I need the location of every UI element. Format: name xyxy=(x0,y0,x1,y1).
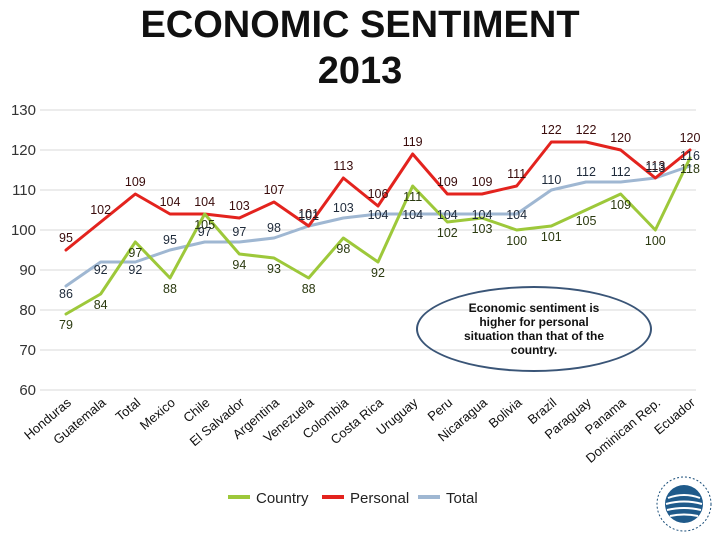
globe-logo-icon xyxy=(654,474,714,534)
y-tick-label: 60 xyxy=(19,382,36,399)
data-label-total: 104 xyxy=(472,208,493,222)
data-label-personal: 103 xyxy=(229,199,250,213)
series-line-personal xyxy=(64,140,692,252)
data-label-personal: 104 xyxy=(160,195,181,209)
y-tick-label: 80 xyxy=(19,302,36,319)
data-label-personal: 122 xyxy=(576,123,597,137)
data-label-total: 104 xyxy=(437,208,458,222)
y-tick-label: 70 xyxy=(19,342,36,359)
data-label-total: 95 xyxy=(163,233,177,247)
data-label-total: 104 xyxy=(368,208,389,222)
data-label-country: 109 xyxy=(610,198,631,212)
data-label-total: 97 xyxy=(198,225,212,239)
series-line-total xyxy=(64,164,692,288)
data-label-personal: 95 xyxy=(59,231,73,245)
data-label-country: 84 xyxy=(94,298,108,312)
data-label-country: 88 xyxy=(163,282,177,296)
series-line-country xyxy=(64,156,692,316)
data-label-country: 97 xyxy=(128,246,142,260)
chart-title-line1: ECONOMIC SENTIMENT xyxy=(140,4,580,46)
data-label-country: 98 xyxy=(336,242,350,256)
y-tick-label: 90 xyxy=(19,262,36,279)
data-label-personal: 111 xyxy=(507,167,526,181)
data-label-personal: 120 xyxy=(610,131,631,145)
data-label-personal: 122 xyxy=(541,123,562,137)
y-tick-label: 110 xyxy=(12,182,36,199)
legend-label-total: Total xyxy=(446,490,478,507)
annotation-text: Economic sentiment is higher for persona… xyxy=(464,301,604,357)
data-label-total: 86 xyxy=(59,287,73,301)
legend-label-personal: Personal xyxy=(350,490,409,507)
data-label-personal: 119 xyxy=(403,135,423,149)
data-label-country: 105 xyxy=(194,218,215,232)
data-label-country: 92 xyxy=(371,266,385,280)
data-label-personal: 109 xyxy=(472,175,493,189)
data-label-country: 100 xyxy=(506,234,527,248)
y-tick-label: 100 xyxy=(11,222,36,239)
data-label-country: 103 xyxy=(472,222,493,236)
y-tick-label: 120 xyxy=(11,142,36,159)
data-label-country: 111 xyxy=(403,190,422,204)
annotation-callout: Economic sentiment is higher for persona… xyxy=(416,286,652,372)
data-label-total: 110 xyxy=(541,173,561,187)
data-label-total: 112 xyxy=(576,165,596,179)
data-label-country: 93 xyxy=(267,262,281,276)
data-label-personal: 120 xyxy=(680,131,701,145)
data-label-total: 101 xyxy=(298,209,319,223)
data-label-total: 92 xyxy=(128,263,142,277)
x-tick-label: Bolivia xyxy=(486,394,526,431)
data-label-country: 102 xyxy=(437,226,458,240)
chart-title-line2: 2013 xyxy=(317,50,403,92)
data-label-total: 112 xyxy=(611,165,631,179)
x-tick-label: Mexico xyxy=(137,395,178,433)
data-label-personal: 113 xyxy=(333,159,353,173)
data-label-total: 103 xyxy=(333,201,354,215)
data-label-country: 100 xyxy=(645,234,666,248)
data-label-personal: 107 xyxy=(264,183,285,197)
data-label-total: 98 xyxy=(267,221,281,235)
data-label-personal: 101 xyxy=(298,207,319,221)
legend-label-country: Country xyxy=(256,490,309,507)
data-label-personal: 109 xyxy=(125,175,146,189)
data-label-country: 101 xyxy=(541,230,562,244)
data-label-total: 97 xyxy=(232,225,246,239)
data-label-personal: 104 xyxy=(194,195,215,209)
data-label-total: 104 xyxy=(506,208,527,222)
data-label-personal: 102 xyxy=(90,203,111,217)
data-label-country: 79 xyxy=(59,318,73,332)
data-label-personal: 106 xyxy=(368,187,389,201)
data-label-total: 116 xyxy=(680,149,700,163)
data-label-country: 118 xyxy=(680,162,700,176)
data-label-total: 92 xyxy=(94,263,108,277)
data-label-personal: 113 xyxy=(645,159,665,173)
data-label-personal: 109 xyxy=(437,175,458,189)
data-label-country: 94 xyxy=(232,258,246,272)
data-label-country: 105 xyxy=(576,214,597,228)
data-label-total: 113 xyxy=(645,161,665,175)
data-label-total: 104 xyxy=(402,208,423,222)
data-label-country: 88 xyxy=(302,282,316,296)
y-tick-label: 130 xyxy=(11,102,36,119)
chart-title: ECONOMIC SENTIMENT 2013 xyxy=(0,2,720,94)
